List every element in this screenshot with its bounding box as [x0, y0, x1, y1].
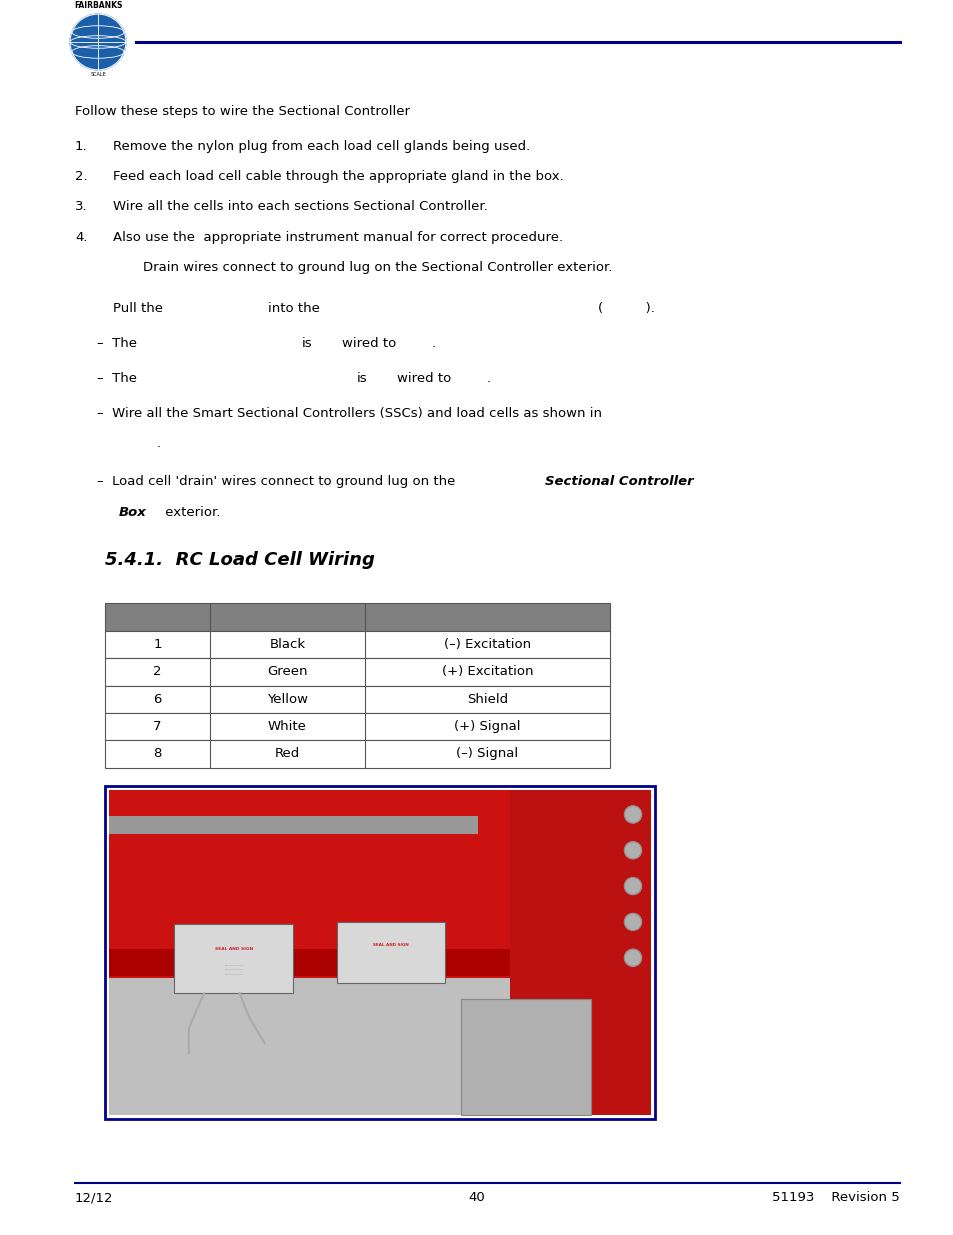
FancyBboxPatch shape	[336, 921, 444, 983]
Text: Remove the nylon plug from each load cell glands being used.: Remove the nylon plug from each load cel…	[112, 140, 530, 153]
Text: ___________
___________
___________: ___________ ___________ ___________	[224, 962, 243, 976]
Text: 51193    Revision 5: 51193 Revision 5	[771, 1192, 899, 1204]
Text: Follow these steps to wire the Sectional Controller: Follow these steps to wire the Sectional…	[75, 105, 410, 117]
Text: SEAL AND SIGN: SEAL AND SIGN	[214, 946, 253, 951]
FancyBboxPatch shape	[105, 603, 609, 631]
Text: –  Wire all the Smart Sectional Controllers (SSCs) and load cells as shown in: – Wire all the Smart Sectional Controlle…	[97, 408, 601, 420]
Circle shape	[624, 878, 640, 894]
Text: Red: Red	[274, 747, 300, 761]
Text: SEAL AND SIGN: SEAL AND SIGN	[373, 942, 408, 946]
Circle shape	[624, 806, 640, 823]
Text: 1.: 1.	[75, 140, 88, 153]
FancyBboxPatch shape	[173, 924, 293, 993]
FancyBboxPatch shape	[105, 658, 609, 685]
Text: 1: 1	[153, 638, 162, 651]
Text: Shield: Shield	[466, 693, 508, 705]
Text: (–) Excitation: (–) Excitation	[443, 638, 531, 651]
Text: Box: Box	[119, 505, 147, 519]
Text: 3.: 3.	[75, 200, 88, 214]
Text: exterior.: exterior.	[161, 505, 220, 519]
FancyBboxPatch shape	[461, 999, 591, 1115]
Text: Green: Green	[267, 666, 308, 678]
Text: wired to: wired to	[341, 337, 395, 350]
FancyBboxPatch shape	[105, 685, 609, 713]
FancyBboxPatch shape	[109, 978, 650, 1115]
Text: SCALE: SCALE	[90, 72, 106, 77]
Text: 2.: 2.	[75, 170, 88, 183]
Text: .: .	[486, 372, 491, 385]
Text: 8: 8	[153, 747, 161, 761]
FancyBboxPatch shape	[510, 789, 650, 1115]
Text: –  The: – The	[97, 337, 137, 350]
Text: Also use the  appropriate instrument manual for correct procedure.: Also use the appropriate instrument manu…	[112, 231, 562, 243]
Text: Yellow: Yellow	[267, 693, 308, 705]
Text: into the: into the	[268, 303, 319, 315]
Text: Black: Black	[269, 638, 305, 651]
Text: (          ).: ( ).	[598, 303, 654, 315]
FancyBboxPatch shape	[109, 816, 477, 835]
Text: White: White	[268, 720, 307, 734]
Text: Drain wires connect to ground lug on the Sectional Controller exterior.: Drain wires connect to ground lug on the…	[143, 261, 612, 274]
FancyBboxPatch shape	[105, 631, 609, 658]
Circle shape	[624, 914, 640, 930]
Text: –  Load cell 'drain' wires connect to ground lug on the: – Load cell 'drain' wires connect to gro…	[97, 475, 459, 488]
Text: .: .	[157, 437, 161, 451]
Text: Feed each load cell cable through the appropriate gland in the box.: Feed each load cell cable through the ap…	[112, 170, 563, 183]
Text: –  The: – The	[97, 372, 137, 385]
FancyBboxPatch shape	[109, 948, 531, 977]
Text: Pull the: Pull the	[112, 303, 163, 315]
Circle shape	[624, 950, 640, 966]
Text: 40: 40	[468, 1192, 485, 1204]
Circle shape	[70, 14, 126, 70]
Text: FAIRBANKS: FAIRBANKS	[73, 1, 122, 10]
FancyBboxPatch shape	[105, 740, 609, 768]
Text: (–) Signal: (–) Signal	[456, 747, 518, 761]
FancyBboxPatch shape	[105, 785, 655, 1119]
Text: 7: 7	[153, 720, 162, 734]
Text: wired to: wired to	[396, 372, 451, 385]
FancyBboxPatch shape	[109, 789, 650, 986]
Text: Wire all the cells into each sections Sectional Controller.: Wire all the cells into each sections Se…	[112, 200, 487, 214]
Text: .: .	[432, 337, 436, 350]
Text: is: is	[356, 372, 367, 385]
Circle shape	[624, 842, 640, 858]
Text: 5.4.1.  RC Load Cell Wiring: 5.4.1. RC Load Cell Wiring	[105, 551, 375, 569]
Text: (+) Excitation: (+) Excitation	[441, 666, 533, 678]
Text: 4.: 4.	[75, 231, 88, 243]
FancyBboxPatch shape	[105, 713, 609, 740]
Text: Sectional Controller: Sectional Controller	[544, 475, 693, 488]
Text: 2: 2	[153, 666, 162, 678]
Text: 6: 6	[153, 693, 161, 705]
Text: is: is	[302, 337, 313, 350]
Text: 12/12: 12/12	[75, 1192, 113, 1204]
Text: (+) Signal: (+) Signal	[454, 720, 520, 734]
